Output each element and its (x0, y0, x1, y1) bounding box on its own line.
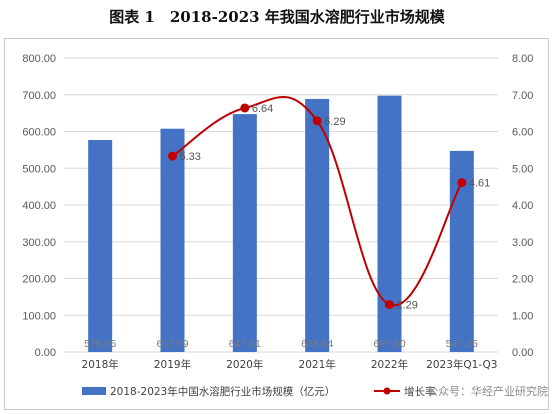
x-tick-label: 2019年 (154, 358, 191, 371)
growth-rate-label: 6.64 (252, 103, 273, 115)
y-left-tick-label: 700.00 (22, 90, 56, 102)
growth-rate-point (385, 300, 394, 310)
y-right-tick-label: 5.00 (512, 163, 533, 175)
y-left-tick-label: 800.00 (22, 53, 56, 65)
growth-rate-label: 4.61 (469, 178, 490, 190)
y-right-tick-label: 7.00 (512, 90, 533, 102)
legend-label-bar: 2018-2023年中国水溶肥行业市场规模（亿元） (110, 385, 335, 398)
growth-rate-point (240, 103, 250, 113)
bar (232, 114, 257, 352)
growth-rate-label: 6.29 (324, 116, 345, 128)
growth-rate-line (171, 95, 463, 307)
chart-title: 图表 1 2018-2023 年我国水溶肥行业市场规模 (109, 8, 445, 26)
growth-rate-point (457, 178, 467, 188)
x-tick-label: 2021年 (299, 358, 336, 371)
y-left-tick-label: 100.00 (22, 310, 56, 322)
y-left-tick-label: 600.00 (22, 127, 56, 139)
bar (305, 98, 330, 352)
y-right-tick-label: 2.00 (512, 274, 533, 286)
growth-rate-point (168, 151, 177, 161)
y-right-tick-label: 3.00 (512, 237, 533, 249)
legend-swatch-bar (82, 387, 106, 395)
chart-frame (4, 38, 549, 410)
x-tick-label: 2023年Q1-Q3 (426, 358, 497, 371)
bar (377, 95, 402, 352)
y-right-tick-label: 6.00 (512, 127, 533, 139)
bar-value-label: 647.31 (229, 338, 261, 350)
x-tick-label: 2018年 (82, 358, 119, 371)
watermark: 公众号：华经产业研究院 (427, 384, 548, 398)
y-right-tick-label: 4.00 (512, 200, 533, 212)
y-left-tick-label: 300.00 (22, 237, 56, 249)
bar (160, 128, 185, 352)
y-left-tick-label: 200.00 (22, 274, 56, 286)
growth-rate-label: 1.29 (397, 300, 418, 312)
y-right-tick-label: 0.00 (512, 347, 533, 359)
y-left-tick-label: 400.00 (22, 200, 56, 212)
legend-swatch-line-marker (383, 387, 391, 395)
y-left-tick-label: 0.00 (35, 347, 56, 359)
y-right-tick-label: 1.00 (512, 310, 533, 322)
bar-value-label: 688.64 (301, 338, 333, 350)
bar (88, 140, 113, 352)
y-right-tick-label: 8.00 (512, 53, 533, 65)
x-tick-label: 2022年 (371, 358, 408, 371)
growth-rate-point (312, 116, 322, 126)
bar-value-label: 607.59 (156, 338, 188, 350)
bar-value-label: 697.50 (373, 338, 405, 350)
x-tick-label: 2020年 (226, 358, 263, 371)
growth-rate-label: 5.33 (180, 151, 201, 163)
bar-value-label: 547.25 (446, 338, 478, 350)
legend-label-line: 增长率 (404, 385, 436, 398)
y-left-tick-label: 500.00 (22, 163, 56, 175)
bar-value-label: 576.85 (84, 338, 116, 350)
